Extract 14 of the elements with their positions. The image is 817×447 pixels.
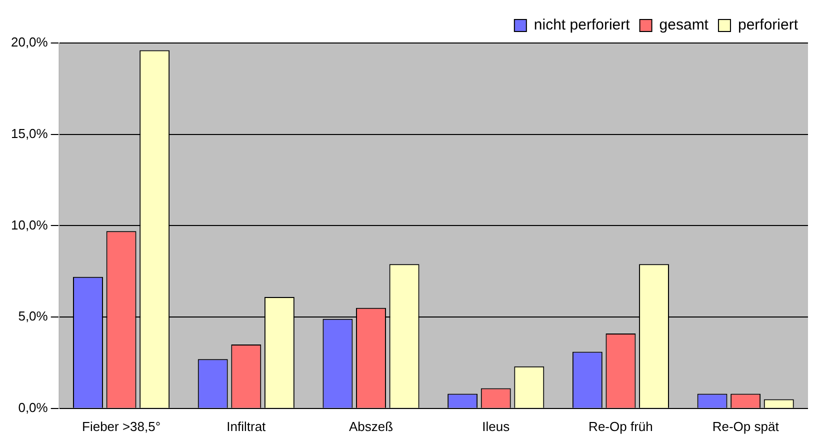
x-tick-label: Abszeß [348, 418, 394, 434]
y-tick-label: 15,0% [10, 126, 48, 141]
y-tick-label: 5,0% [18, 308, 48, 324]
x-tick-label: Infiltrat [226, 418, 266, 434]
legend-label: perforiert [738, 16, 799, 34]
legend-label: nicht perforiert [534, 16, 631, 34]
x-tick-label: Re-Op früh [588, 418, 653, 434]
x-tick-label: Ileus [482, 418, 510, 434]
y-tick-label: 0,0% [18, 400, 48, 415]
y-tick-label: 10,0% [10, 217, 48, 232]
legend-label: gesamt [659, 16, 710, 34]
y-tick-label: 20,0% [10, 34, 48, 50]
x-tick-label: Re-Op spät [712, 418, 780, 434]
x-tick-label: Fieber >38,5° [82, 418, 161, 434]
